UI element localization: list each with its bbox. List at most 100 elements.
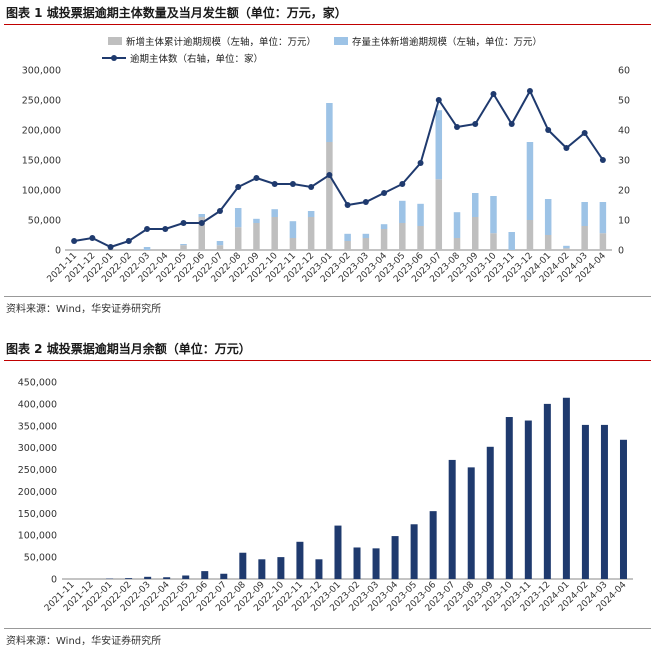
line-point [581, 130, 588, 136]
bar-overdue-balance [315, 559, 323, 579]
bar-new-entity [581, 226, 588, 250]
bar-new-entity [544, 235, 552, 250]
line-point [89, 235, 96, 241]
right-axis-tick-label: 40 [618, 126, 630, 137]
bar-overdue-balance [334, 525, 342, 579]
bar-overdue-balance [486, 446, 494, 579]
line-point [180, 220, 187, 226]
line-point [326, 172, 333, 178]
bar-overdue-balance [144, 576, 152, 579]
bar-new-entity [526, 220, 534, 250]
legend-marker-overdue-count [111, 55, 117, 61]
line-point [381, 190, 388, 196]
figure-1-source-rule [4, 296, 651, 297]
figure-1-source: 资料来源：Wind，华安证券研究所 [6, 304, 162, 315]
line-point [235, 184, 242, 190]
bar-overdue-balance [163, 577, 171, 579]
right-axis-tick-label: 0 [618, 246, 624, 257]
left-axis-tick-label: 50,000 [28, 216, 61, 227]
bar-new-entity [380, 229, 388, 250]
y-axis-tick-label: 250,000 [18, 465, 57, 476]
bar-new-entity [563, 248, 570, 250]
left-axis-tick-label: 200,000 [22, 126, 61, 137]
bar-overdue-balance [581, 424, 589, 579]
line-point [362, 199, 369, 205]
bar-existing-entity [490, 196, 497, 234]
line-point [472, 121, 479, 127]
bar-overdue-balance [201, 571, 209, 579]
bar-existing-entity [399, 200, 406, 223]
legend-label-overdue-count: 逾期主体数（右轴，单位：家） [130, 53, 263, 65]
y-axis-tick-label: 50,000 [24, 553, 57, 564]
bar-existing-entity [472, 193, 479, 217]
legend-label-new-entity: 新增主体累计逾期规模（左轴，单位：万元） [126, 36, 316, 48]
bar-overdue-balance [619, 439, 627, 579]
line-point [107, 244, 114, 250]
bar-overdue-balance [524, 420, 532, 579]
bar-overdue-balance [239, 552, 247, 579]
figure-1-title: 图表 1 城投票据逾期主体数量及当月发生额（单位：万元，家） [6, 6, 347, 20]
bar-overdue-balance [277, 557, 285, 579]
bar-new-entity [289, 238, 297, 250]
bar-existing-entity [435, 110, 443, 180]
right-axis-tick-label: 10 [618, 216, 630, 227]
bar-overdue-balance [410, 524, 418, 579]
bar-new-entity [234, 227, 242, 250]
legend-label-existing-entity: 存量主体新增逾期规模（左轴，单位：万元） [352, 36, 542, 48]
line-point [198, 220, 205, 226]
legend-swatch-new-entity [108, 37, 122, 45]
bar-existing-entity [417, 203, 424, 226]
bar-new-entity [253, 223, 260, 250]
bar-existing-entity [271, 209, 278, 217]
bar-existing-entity [563, 245, 570, 249]
bar-new-entity [216, 245, 224, 250]
bar-overdue-balance [448, 459, 456, 579]
bar-overdue-balance [429, 511, 437, 579]
bar-new-entity [271, 217, 278, 250]
bar-new-entity [326, 142, 333, 250]
y-axis-tick-label: 100,000 [18, 531, 57, 542]
line-point [253, 175, 260, 181]
figure-1-header: 图表 1 城投票据逾期主体数量及当月发生额（单位：万元，家） [4, 2, 651, 25]
bar-new-entity [435, 179, 443, 250]
line-point [435, 97, 442, 103]
figure-2-source: 资料来源：Wind，华安证券研究所 [6, 636, 162, 647]
bar-existing-entity [198, 214, 205, 217]
bar-new-entity [599, 233, 607, 250]
line-point [162, 226, 169, 232]
bar-new-entity [180, 245, 187, 250]
line-point [508, 121, 515, 127]
figure-2-source-rule [4, 628, 651, 629]
line-point [399, 181, 406, 187]
bar-new-entity [490, 233, 497, 250]
y-axis-tick-label: 200,000 [18, 487, 57, 498]
bar-existing-entity [216, 241, 224, 246]
line-point [599, 157, 606, 163]
bar-overdue-balance [600, 424, 608, 579]
bar-overdue-balance [543, 403, 551, 579]
line-overdue-count [73, 88, 604, 249]
bar-new-entity [362, 238, 370, 250]
y-axis-tick-label: 350,000 [18, 421, 57, 432]
bar-existing-entity [453, 212, 461, 238]
bar-existing-entity [344, 233, 351, 241]
figure-2-title: 图表 2 城投票据逾期当月余额（单位：万元） [6, 342, 251, 356]
bar-overdue-balance [562, 397, 570, 579]
right-axis-tick-label: 50 [618, 96, 630, 107]
bar-existing-entity [599, 202, 607, 234]
bar-new-entity [417, 226, 424, 250]
line-point [144, 226, 151, 232]
bar-new-entity [453, 238, 461, 250]
bar-existing-entity [289, 221, 297, 238]
line-point [289, 181, 296, 187]
bar-existing-entity [180, 244, 187, 246]
figure-2-header: 图表 2 城投票据逾期当月余额（单位：万元） [4, 338, 651, 361]
right-axis-tick-label: 60 [618, 66, 630, 77]
legend-swatch-existing-entity [334, 37, 348, 45]
line-point [490, 91, 497, 97]
right-axis-tick-label: 20 [618, 186, 630, 197]
y-axis-tick-label: 150,000 [18, 509, 57, 520]
chart-2: 0 50,000 100,000 150,000 200,000 250,000 300,0… [18, 378, 633, 614]
bar-overdue-balance [258, 559, 266, 579]
bar-new-entity [344, 241, 351, 250]
